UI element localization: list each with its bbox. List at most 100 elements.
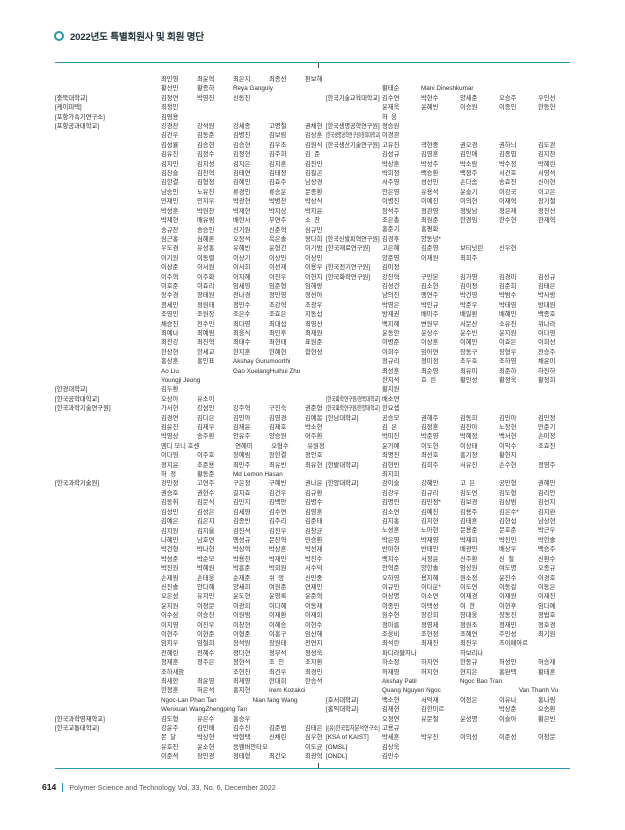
member-name: 한경임	[460, 217, 478, 225]
member-name: 황선민	[161, 85, 179, 93]
member-name: 박미진	[382, 433, 400, 441]
member-name: 김도연	[460, 489, 478, 497]
member-name: 권현수	[197, 489, 215, 497]
member-name: 조준용	[197, 461, 215, 469]
member-row: [한국기술교육대학교] 김수연 박현수 양세준 오승주 우인선	[326, 94, 583, 103]
member-name: 박범수	[499, 292, 517, 300]
member-name: 최경민	[305, 668, 323, 676]
member-name: 윤영록	[269, 593, 287, 601]
member-name: 조은수	[233, 311, 251, 319]
member-name: 최건우	[269, 668, 287, 676]
member-name: 손수현	[499, 461, 517, 469]
member-name: 오종규	[538, 565, 556, 573]
member-name: 박원찬	[197, 207, 215, 215]
institution-label: [한국과학영재학교]	[55, 715, 105, 723]
member-name: 김상범	[499, 499, 517, 507]
member-name: 판보해	[305, 76, 323, 83]
member-name: 최유현	[305, 461, 323, 469]
member-name: 김건우	[269, 489, 287, 497]
member-name: 김찬혁	[197, 170, 215, 178]
member-name: Nian fang Wang	[252, 696, 298, 704]
member-name: 김지성	[197, 160, 215, 168]
institution-label: [한국화학연구원/경북대학교]	[326, 395, 380, 403]
member-name: Reya Ganguly	[233, 85, 273, 93]
member-row: 김찬슬 김찬혁 김태연 김태정 김필곤	[55, 169, 322, 178]
page-title: 2022년도 특별회원사 및 회원 명단	[70, 32, 204, 43]
member-row: 최새한 최윤영 최재영 한대희 한승석	[55, 677, 322, 686]
member-name: 김재우	[197, 424, 215, 432]
member-name: 조광우	[305, 301, 323, 309]
member-name: 김지찬	[538, 151, 556, 159]
institution-label: [한남대학교]	[326, 414, 359, 422]
member-name: 김민지	[233, 499, 251, 507]
member-name: 이재진	[538, 593, 556, 601]
member-name: 전혜수	[197, 649, 215, 657]
member-name: 백소현	[382, 696, 400, 704]
member-row: 이수삼 이승진 이원범 이재환 이재희	[55, 611, 322, 620]
member-name: 이희선	[538, 339, 556, 347]
member-name: 최윤혁	[197, 76, 215, 83]
member-row: 안혁준 양한솔 엄상원 여도명 오종규	[326, 564, 583, 573]
member-name: 최예림	[197, 329, 215, 337]
member-name: 이상훈	[421, 339, 439, 347]
member-row: 김성룡 김승현 김승현 김우조 김원식	[55, 141, 322, 150]
member-row: 김성건 김소현 김이정 김준희 김태은	[326, 282, 583, 291]
member-name: 변원부	[421, 320, 439, 328]
member-name: 길지효	[233, 489, 251, 497]
member-row: 남승민 노유진 류경인 류승운 문종환	[55, 188, 322, 197]
member-name: 백승주	[538, 546, 556, 554]
member-name: 김명인	[382, 499, 400, 507]
member-name: 김제호	[269, 424, 287, 432]
member-row: 최예나 최예림 최웅식 최인후 최재원	[55, 329, 322, 338]
member-name: 김영경	[269, 414, 287, 422]
member-row: 윤동한 윤상수 윤수빈 윤지원 이다영	[326, 329, 583, 338]
member-name: 정영주	[538, 461, 556, 469]
member-name: 한수현	[499, 217, 517, 225]
member-name: 장태원	[197, 292, 215, 300]
member-name: 배광민	[460, 546, 478, 554]
member-name: 박사랑	[538, 292, 556, 300]
member-name: 정성욱	[305, 649, 323, 657]
member-name: 우인선	[538, 94, 556, 102]
member-name: 최재원	[305, 329, 323, 337]
member-name: 김동준	[197, 132, 215, 140]
institution-label: [한양대학교]	[326, 480, 359, 488]
member-name: 정선아	[305, 292, 323, 300]
member-name: 이상준	[161, 264, 179, 272]
member-name: 권오경	[460, 141, 478, 149]
member-name: 강경찬	[161, 123, 179, 131]
member-name: 권하늬	[499, 141, 517, 149]
member-name: 박재영	[421, 536, 439, 544]
member-name: 장한결	[269, 452, 287, 460]
member-name: 정현석	[233, 659, 251, 667]
member-name: 오정연	[382, 715, 400, 723]
member-name: 정인호	[305, 452, 323, 460]
member-row: 허재영 허지현 현지은 홍완택 황태훈	[326, 668, 583, 677]
member-name: 최명진	[382, 452, 400, 460]
member-name: 백서현	[499, 433, 517, 441]
member-name: 배한서	[233, 217, 251, 225]
member-row: 오정연 유문철 윤성명 이슬아 황은빈	[326, 715, 583, 724]
member-name: 김승현	[233, 141, 251, 149]
member-name: 김준태	[305, 518, 323, 526]
member-name: 박재민	[269, 555, 287, 563]
member-name: 최지희	[382, 471, 400, 479]
member-row: 최석란 최재진 최진우 츠이페아르	[326, 639, 583, 648]
member-name: 방재권	[382, 311, 400, 319]
member-name: 김예봄	[305, 414, 323, 422]
member-name: 안혁준	[382, 565, 400, 573]
member-name: Quang Nguyen Ngoc	[382, 687, 441, 695]
member-name: 박진수	[305, 555, 323, 563]
member-row: 파디라뮬자나 하보리나	[326, 649, 583, 658]
member-name: 김영훈	[305, 508, 323, 516]
member-name: 문종환	[305, 188, 323, 196]
member-name: Akshay Gurumoorthi	[233, 358, 291, 366]
member-name: 김성민	[161, 508, 179, 516]
institution-label: [홍익대학교]	[326, 706, 359, 714]
member-name: 이종민	[382, 602, 400, 610]
member-name: 오은성	[161, 593, 179, 601]
member-name: 송주환	[197, 433, 215, 441]
member-name: 임지우	[161, 640, 179, 648]
member-name: 박소현	[305, 424, 323, 432]
member-name: 정규리	[382, 358, 400, 366]
